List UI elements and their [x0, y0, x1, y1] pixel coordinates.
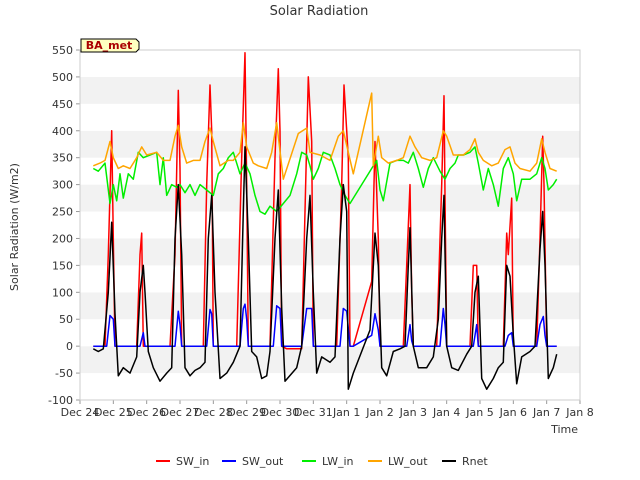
x-tick-label: Dec 28 — [194, 406, 233, 419]
x-tick-label: Dec 29 — [227, 406, 266, 419]
series-lines — [92, 51, 558, 390]
site-label-box: BA_met — [80, 38, 140, 53]
y-tick-label: 250 — [52, 206, 73, 219]
y-tick-label: 450 — [52, 98, 73, 111]
legend-label: LW_in — [322, 455, 354, 468]
x-tick-label: Dec 26 — [127, 406, 166, 419]
series-line-sw-out — [93, 303, 557, 347]
grid-band — [80, 292, 580, 320]
x-tick-label: Dec 31 — [294, 406, 333, 419]
y-tick-label: -50 — [55, 367, 73, 380]
x-tick-label: Jan 2 — [365, 406, 393, 419]
x-tick-label: Dec 24 — [61, 406, 100, 419]
x-tick-label: Jan 5 — [465, 406, 493, 419]
grid-band — [80, 319, 580, 347]
legend-label: Rnet — [462, 455, 488, 468]
grid-band — [80, 184, 580, 212]
y-tick-label: 200 — [52, 232, 73, 245]
x-axis-label: Time — [550, 423, 578, 436]
grid-band — [80, 50, 580, 77]
x-tick-label: Jan 4 — [432, 406, 460, 419]
plot-frame — [79, 49, 581, 401]
legend-item-sw-out: SW_out — [222, 455, 284, 468]
grid-band — [80, 103, 580, 131]
grid-band — [80, 238, 580, 266]
legend-item-rnet: Rnet — [442, 455, 488, 468]
grid-band — [80, 76, 580, 104]
y-tick-label: 350 — [52, 152, 73, 165]
y-tick-label: 150 — [52, 259, 73, 272]
grid-band — [80, 265, 580, 293]
grid-band — [80, 211, 580, 239]
x-tick-label: Jan 8 — [565, 406, 593, 419]
y-tick-label: 400 — [52, 125, 73, 138]
legend-label: LW_out — [388, 455, 428, 468]
grid-band — [80, 373, 580, 400]
x-tick-label: Dec 27 — [161, 406, 200, 419]
x-tick-label: Jan 6 — [499, 406, 527, 419]
y-tick-label: -100 — [48, 394, 73, 407]
series-line-rnet — [92, 146, 558, 390]
legend-item-lw-out: LW_out — [368, 455, 428, 468]
grid-bands — [80, 50, 580, 400]
site-label-text: BA_met — [86, 39, 133, 52]
y-axis-label: Solar Radiation (W/m2) — [8, 163, 21, 291]
legend-item-sw-in: SW_in — [156, 455, 209, 468]
y-tick-label: 0 — [66, 340, 73, 353]
chart-title: Solar Radiation — [270, 4, 369, 19]
y-tick-label: 550 — [52, 44, 73, 57]
grid-band — [80, 346, 580, 374]
legend-label: SW_in — [176, 455, 209, 468]
grid-band — [80, 130, 580, 158]
series-line-lw-out — [93, 92, 557, 180]
legend-item-lw-in: LW_in — [302, 455, 354, 468]
legend: SW_in SW_out LW_in LW_out Rnet — [156, 455, 488, 468]
y-tick-label: 300 — [52, 179, 73, 192]
y-tick-label: 50 — [59, 313, 73, 326]
x-tick-label: Dec 30 — [261, 406, 300, 419]
y-axis-ticks: -100 -50 0 50 100 150 200 250 300 350 400 450 500 550 — [48, 44, 80, 407]
y-tick-label: 100 — [52, 286, 73, 299]
legend-label: SW_out — [242, 455, 284, 468]
x-tick-label: Jan 3 — [399, 406, 427, 419]
grid-band — [80, 157, 580, 185]
x-tick-label: Dec 25 — [94, 406, 133, 419]
y-tick-label: 500 — [52, 71, 73, 84]
series-line-lw-in — [92, 146, 558, 215]
x-tick-label: Jan 1 — [332, 406, 360, 419]
x-tick-label: Jan 7 — [532, 406, 560, 419]
